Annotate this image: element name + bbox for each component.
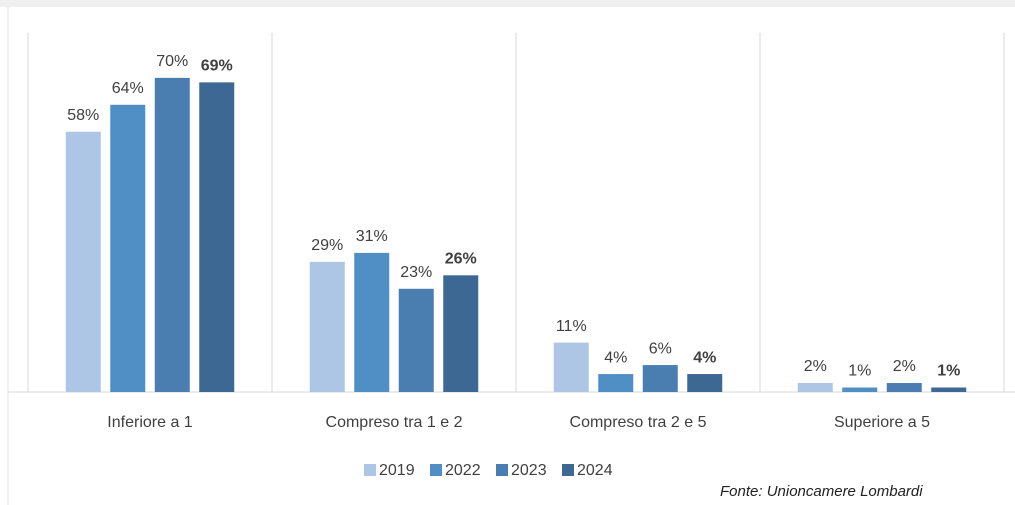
data-label: 4% [604, 349, 627, 366]
legend-swatch [430, 464, 442, 476]
data-label: 29% [311, 237, 343, 254]
x-tick-label: Superiore a 5 [834, 414, 930, 431]
data-label: 11% [556, 318, 587, 335]
data-label: 1% [937, 363, 960, 380]
data-label: 69% [201, 58, 233, 75]
bar [931, 387, 967, 392]
legend-label: 2024 [577, 462, 613, 479]
bar [65, 131, 101, 392]
data-label: 64% [112, 80, 144, 97]
bar [797, 383, 833, 392]
data-label: 31% [356, 228, 388, 245]
top-band [0, 0, 1015, 7]
bar [842, 387, 878, 392]
data-label: 6% [649, 340, 672, 357]
bar [642, 365, 678, 392]
bar [553, 342, 589, 392]
bar [354, 252, 390, 392]
data-label: 58% [67, 107, 99, 124]
data-label: 26% [445, 251, 477, 268]
data-label: 4% [693, 349, 716, 366]
x-tick-label: Inferiore a 1 [107, 414, 192, 431]
bar [443, 275, 479, 392]
data-label: 1% [848, 363, 871, 380]
bar [598, 374, 634, 392]
source-note: Fonte: Unioncamere Lombardi [720, 483, 923, 500]
bar [110, 104, 146, 393]
x-tick-label: Compreso tra 1 e 2 [326, 414, 463, 431]
data-label: 23% [400, 264, 432, 281]
legend-label: 2022 [445, 462, 481, 479]
legend-swatch [364, 464, 376, 476]
legend-swatch [562, 464, 574, 476]
data-label: 2% [804, 358, 827, 375]
data-label: 70% [156, 53, 188, 70]
bar [886, 383, 922, 392]
bar [309, 261, 345, 392]
bar [687, 374, 723, 392]
bar [199, 82, 235, 393]
x-tick-label: Compreso tra 2 e 5 [570, 414, 707, 431]
legend-label: 2023 [511, 462, 547, 479]
legend-label: 2019 [379, 462, 415, 479]
bar [154, 77, 190, 392]
legend-swatch [496, 464, 508, 476]
data-label: 2% [893, 358, 916, 375]
bar [398, 288, 434, 392]
